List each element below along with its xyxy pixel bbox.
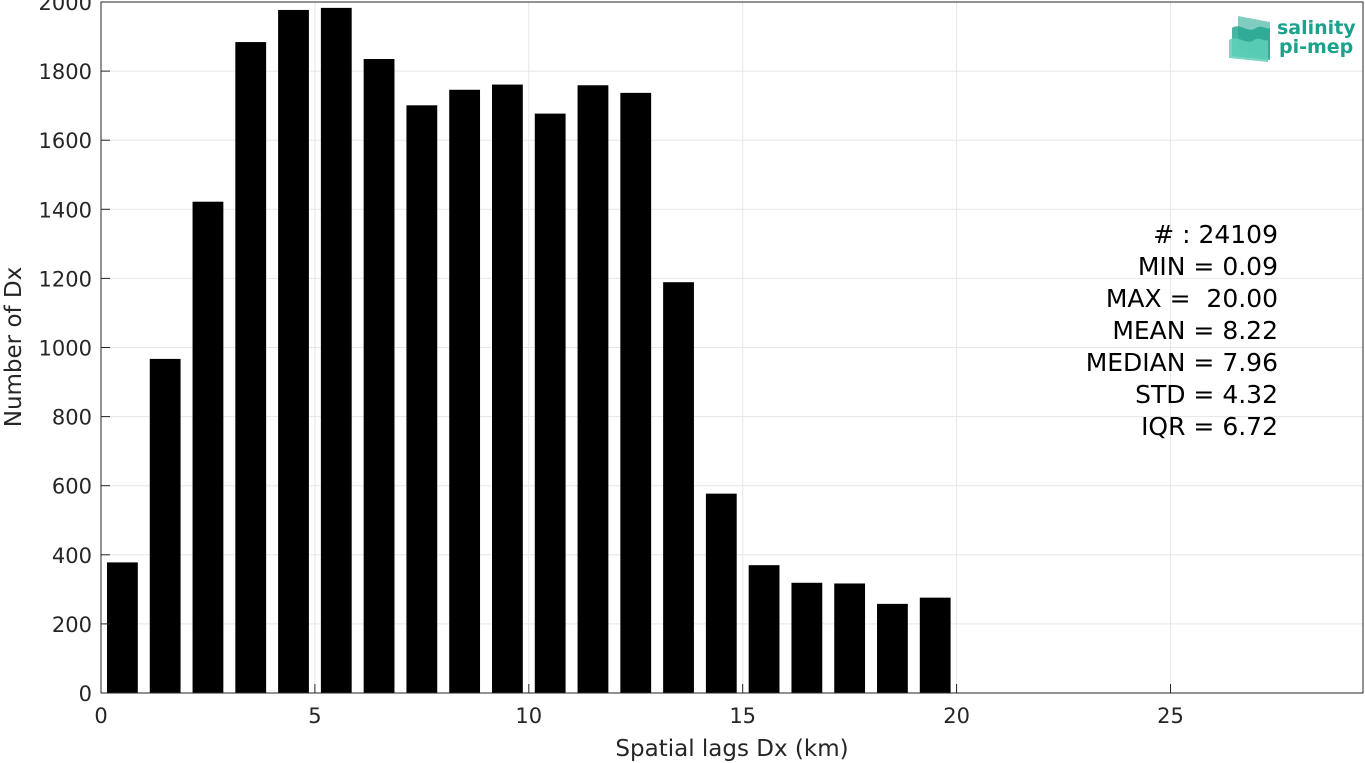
x-tick-label: 0 (94, 704, 107, 728)
grid (101, 2, 1363, 693)
histogram-bar (278, 9, 309, 694)
y-tick-label: 1800 (39, 60, 92, 84)
stat-min: MIN = 0.09 (1138, 252, 1278, 281)
y-tick-label: 1000 (39, 337, 92, 361)
wave-logo-icon (1229, 16, 1270, 62)
histogram-bar (705, 493, 737, 693)
histogram-bar (320, 7, 352, 694)
y-tick-label: 0 (79, 682, 92, 706)
y-tick-label: 1200 (39, 267, 92, 291)
histogram-bar (663, 282, 694, 693)
histogram-bar (748, 565, 780, 693)
y-tick-label: 600 (52, 475, 92, 499)
salinity-pimep-logo: salinity pi-mep (1229, 16, 1356, 62)
x-tick-label: 10 (515, 704, 542, 728)
stat-count: # : 24109 (1153, 220, 1278, 249)
histogram-bar (106, 562, 138, 693)
histogram-bar (791, 582, 823, 693)
histogram-bar (235, 42, 267, 693)
x-axis: 0 5 10 15 20 25 (94, 684, 1184, 728)
stat-median: MEDIAN = 7.96 (1086, 348, 1278, 377)
stat-max: MAX = 20.00 (1106, 284, 1278, 313)
y-tick-label: 2000 (39, 0, 92, 15)
histogram-bar (492, 84, 523, 693)
histogram-bar (406, 105, 438, 693)
histogram-bar (449, 89, 481, 693)
x-tick-label: 20 (943, 704, 970, 728)
stat-std: STD = 4.32 (1135, 380, 1278, 409)
histogram-bar (149, 358, 181, 693)
logo-text-salinity: salinity (1277, 17, 1356, 39)
x-axis-title: Spatial lags Dx (km) (615, 736, 848, 762)
x-tick-label: 5 (308, 704, 321, 728)
stat-iqr: IQR = 6.72 (1141, 412, 1278, 441)
y-axis: 0 200 400 600 800 1000 1200 1400 1600 1800 2000 (39, 0, 110, 706)
histogram-bar (534, 113, 566, 693)
bars (106, 7, 951, 694)
stats-box: # : 24109 MIN = 0.09 MAX = 20.00 MEAN = … (1086, 220, 1278, 441)
histogram-bar (363, 59, 395, 693)
histogram-bar (192, 201, 224, 693)
x-tick-label: 15 (729, 704, 756, 728)
y-tick-label: 400 (52, 544, 92, 568)
x-tick-label: 25 (1157, 704, 1184, 728)
y-tick-label: 200 (52, 613, 92, 637)
y-axis-title: Number of Dx (1, 267, 27, 428)
histogram-bar (834, 583, 866, 693)
histogram-bar (919, 597, 951, 693)
y-tick-label: 800 (52, 406, 92, 430)
stat-mean: MEAN = 8.22 (1112, 316, 1278, 345)
histogram-bar (877, 603, 908, 693)
logo-text-pimep: pi-mep (1279, 36, 1353, 58)
y-tick-label: 1400 (39, 198, 92, 222)
histogram-bar (577, 85, 609, 693)
y-tick-label: 1600 (39, 129, 92, 153)
histogram-bar (620, 92, 652, 693)
